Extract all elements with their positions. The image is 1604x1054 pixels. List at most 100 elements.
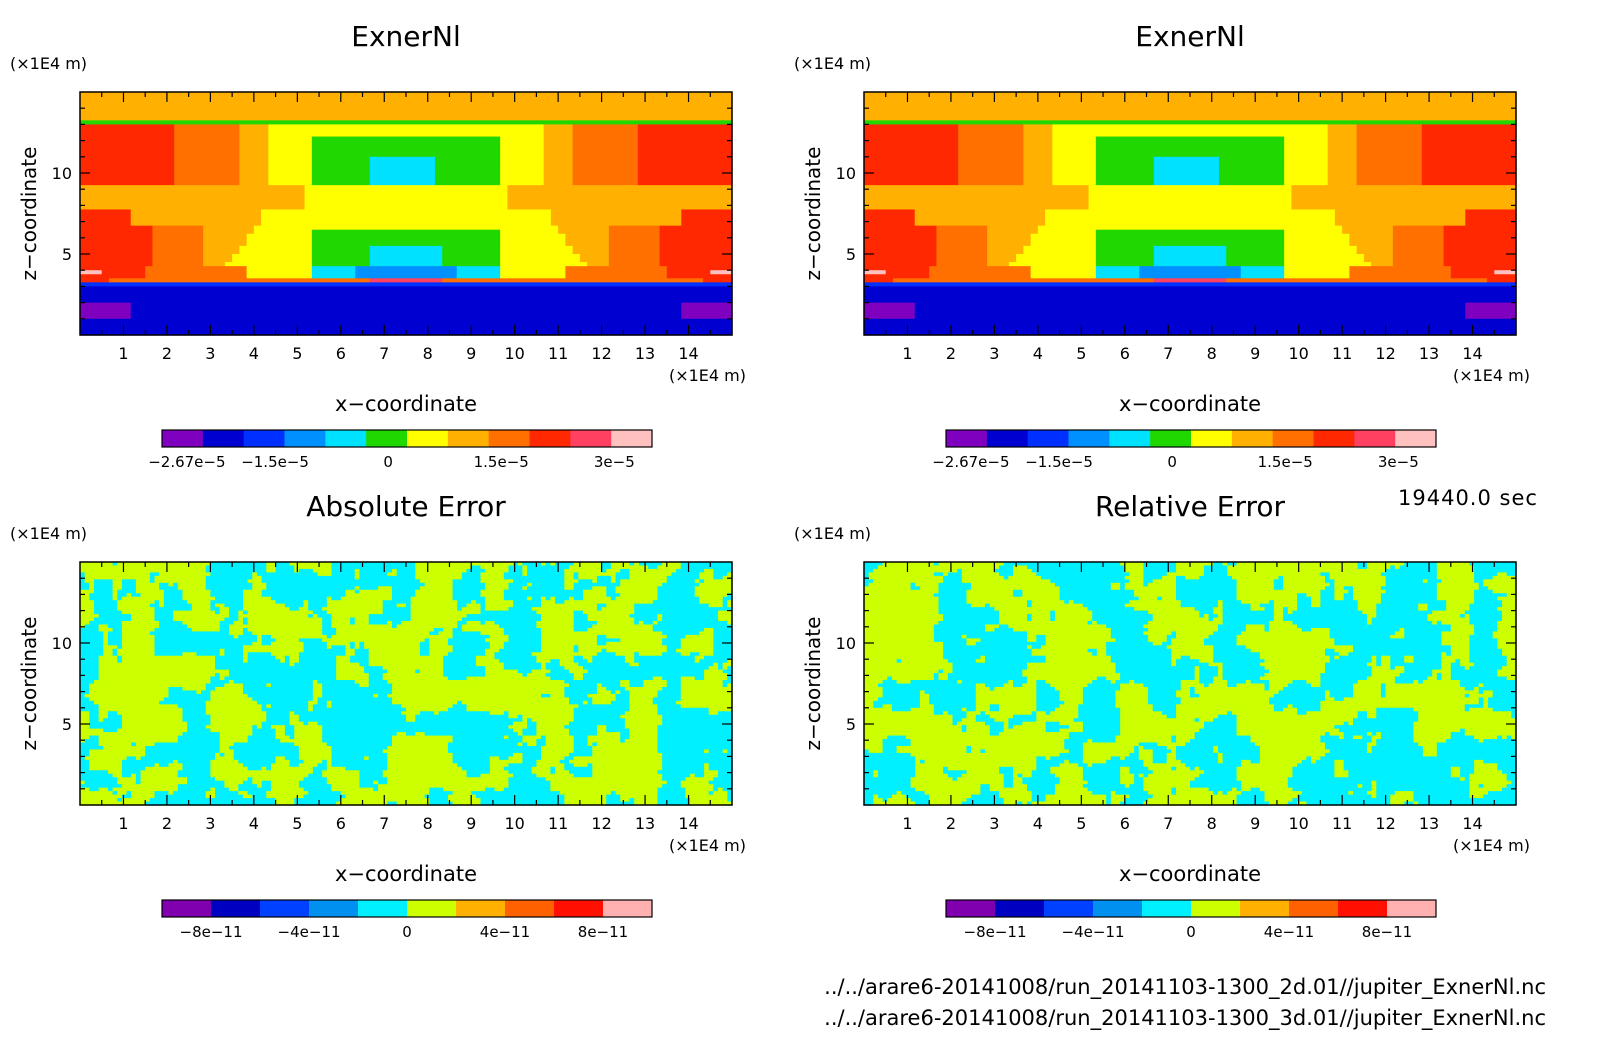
heatmap-cell (253, 225, 559, 231)
heatmap-cell (708, 711, 719, 716)
heatmap-cell (219, 621, 235, 626)
heatmap-cell (243, 631, 253, 636)
heatmap-cell (1385, 589, 1438, 594)
heatmap-cell (985, 721, 1005, 726)
heatmap-cell (80, 302, 132, 308)
heatmap-cell (1356, 249, 1394, 255)
heatmap-cell (1269, 627, 1303, 633)
heatmap-cell (117, 645, 123, 650)
heatmap-cell (704, 673, 728, 678)
heatmap-cell (1469, 777, 1508, 782)
heatmap-cell (174, 160, 240, 166)
heatmap-cell (500, 233, 566, 239)
heatmap-cell (485, 666, 505, 671)
heatmap-cell (657, 742, 733, 747)
heatmap-cell (452, 631, 482, 636)
heatmap-cell (572, 173, 639, 178)
heatmap-cell (666, 575, 700, 580)
heatmap-cell (1371, 262, 1394, 267)
heatmap-cell (80, 148, 175, 154)
heatmap-cell (1441, 662, 1452, 667)
heatmap-cell (620, 735, 631, 740)
heatmap-cell (1325, 690, 1331, 695)
heatmap-cell (910, 680, 958, 685)
heatmap-cell (662, 638, 682, 643)
heatmap-cell (657, 565, 682, 570)
heatmap-cell (303, 645, 328, 650)
heatmap-cell (1082, 770, 1121, 775)
heatmap-cell (429, 798, 449, 803)
heatmap-cell (1284, 168, 1329, 174)
heatmap-cell (545, 562, 551, 567)
colorbar-swatch (284, 430, 326, 447)
heatmap-cell (434, 181, 501, 186)
heatmap-cell (1325, 742, 1368, 747)
heatmap-cell (1511, 714, 1517, 719)
heatmap-cell (354, 680, 370, 685)
heatmap-cell (322, 627, 337, 633)
heatmap-cell (1464, 693, 1471, 698)
heatmap-cell (163, 600, 188, 605)
heatmap-cell (980, 791, 1000, 796)
heatmap-cell (1478, 582, 1484, 587)
heatmap-cell (1376, 603, 1419, 608)
heatmap-cell (1138, 596, 1158, 601)
heatmap-cell (80, 258, 154, 263)
heatmap-cell (261, 704, 267, 709)
heatmap-cell (1494, 270, 1517, 275)
heatmap-cell (1465, 310, 1517, 316)
heatmap-cell (1273, 586, 1284, 591)
heatmap-cell (1218, 177, 1285, 182)
heatmap-cell (864, 756, 916, 761)
heatmap-cell (1264, 683, 1270, 688)
heatmap-cell (174, 156, 240, 162)
heatmap-cell (471, 565, 482, 570)
heatmap-cell (1190, 739, 1252, 744)
heatmap-cell (326, 766, 347, 771)
heatmap-cell (1320, 756, 1517, 761)
heatmap-cell (1329, 732, 1345, 737)
heatmap-cell (1264, 666, 1326, 671)
heatmap-cell (550, 659, 561, 664)
heatmap-cell (289, 759, 305, 764)
heatmap-cell (864, 112, 1517, 117)
heatmap-cell (543, 140, 574, 146)
heatmap-cell (864, 185, 1090, 190)
heatmap-cell (1250, 787, 1261, 792)
heatmap-cell (485, 669, 519, 674)
heatmap-cell (1436, 589, 1475, 594)
heatmap-cell (1068, 725, 1084, 730)
heatmap-cell (1392, 254, 1445, 259)
heatmap-cell (266, 711, 291, 716)
heatmap-cell (1269, 669, 1326, 674)
heatmap-cell (311, 237, 501, 243)
heatmap-cell (1469, 787, 1503, 792)
heatmap-cell (369, 173, 436, 178)
heatmap-cell (1421, 168, 1517, 174)
heatmap-cell (331, 787, 374, 792)
heatmap-cell (246, 270, 313, 275)
heatmap-cell (1273, 603, 1298, 608)
heatmap-cell (1348, 589, 1354, 594)
heatmap-cell (1180, 655, 1191, 660)
heatmap-cell (1008, 680, 1014, 685)
heatmap-cell (690, 801, 733, 806)
colorbar-tick-label: −1.5e−5 (1025, 453, 1093, 471)
heatmap-cell (1222, 669, 1270, 674)
heatmap-cell (1236, 562, 1359, 567)
heatmap-cell (1120, 770, 1131, 775)
heatmap-cell (936, 262, 988, 267)
heatmap-cell (1497, 641, 1517, 646)
heatmap-cell (152, 245, 204, 251)
heatmap-cell (80, 610, 95, 615)
heatmap-cell (322, 690, 393, 695)
heatmap-cell (545, 666, 565, 671)
heatmap-cell (694, 579, 700, 584)
heatmap-cell (317, 614, 333, 619)
heatmap-cell (219, 627, 230, 633)
heatmap-cell (387, 777, 510, 782)
heatmap-cell (238, 791, 249, 796)
heatmap-cell (331, 763, 388, 768)
heatmap-cell (901, 791, 926, 796)
heatmap-cell (1082, 693, 1117, 698)
